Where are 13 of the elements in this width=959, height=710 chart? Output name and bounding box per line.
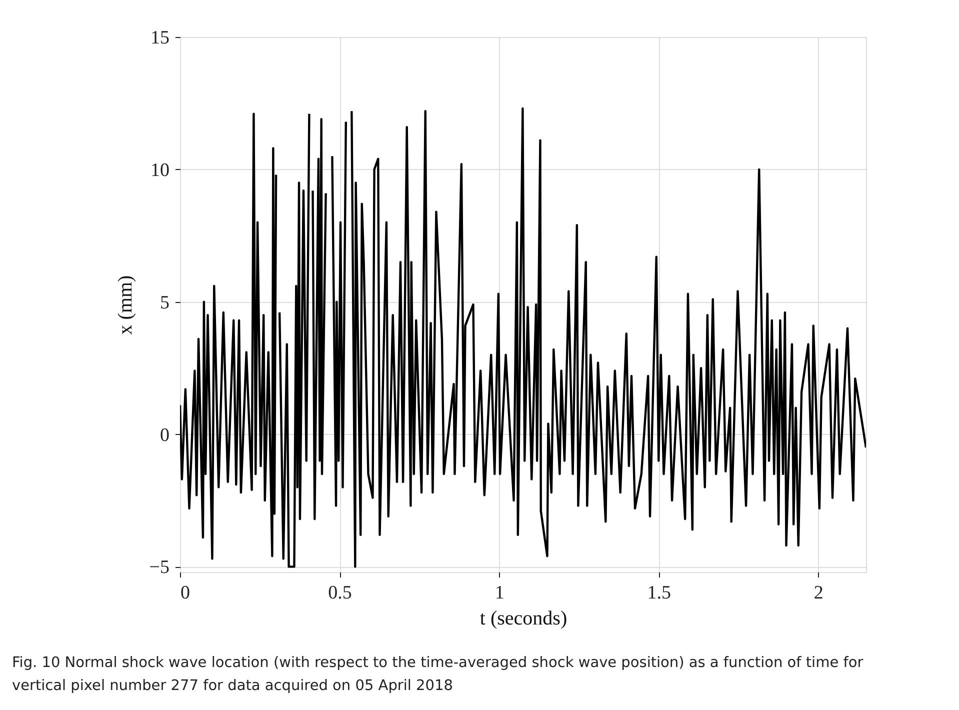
x-tick-label: 0 — [180, 582, 190, 604]
x-tick-label: 1.5 — [647, 582, 671, 604]
x-tick-label: 0.5 — [328, 582, 352, 604]
y-tick-label: 15 — [150, 28, 170, 48]
x-tick-label: 1 — [494, 582, 504, 604]
x-axis-title: t (seconds) — [480, 608, 568, 630]
y-tick-label: −5 — [149, 557, 170, 578]
x-tick-label: 2 — [814, 582, 824, 604]
y-axis-title: x (mm) — [114, 275, 136, 335]
y-tick-label: 5 — [160, 292, 170, 314]
y-tick-label: 10 — [150, 160, 170, 181]
y-tick-label: 0 — [160, 424, 170, 446]
caption: Fig. 10 Normal shock wave location (with respect to the time-averaged shock wave position) as a function of time for vertical pixel number 277 for data acquired on 05 April 2018 — [12, 655, 864, 694]
